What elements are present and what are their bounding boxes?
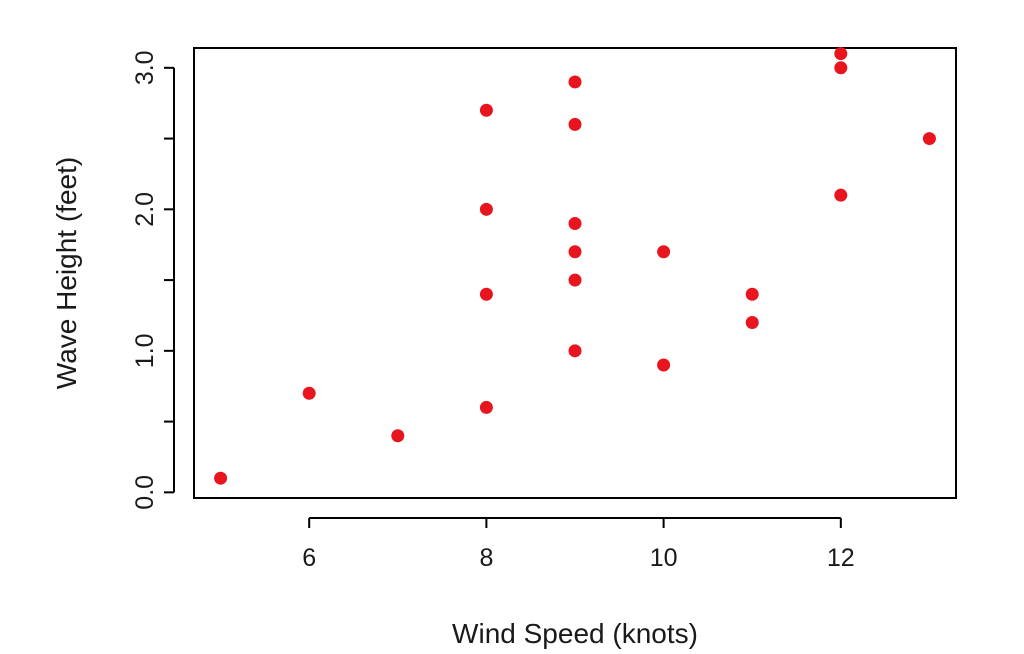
data-point: [922, 132, 936, 146]
x-axis: 6 8 10 12: [302, 517, 855, 572]
x-tick-label: 12: [827, 544, 855, 572]
data-point: [568, 216, 582, 230]
data-point: [479, 287, 493, 301]
data-point: [568, 117, 582, 131]
x-tick-label: 6: [302, 544, 316, 572]
data-point: [834, 188, 848, 202]
y-tick-label: 0.0: [131, 475, 159, 510]
data-point: [479, 202, 493, 216]
data-point: [834, 47, 848, 61]
data-points: [214, 47, 936, 485]
data-point: [214, 471, 228, 485]
data-point: [568, 245, 582, 259]
data-point: [302, 386, 316, 400]
data-point: [568, 75, 582, 89]
y-axis-label: Wave Height (feet): [51, 157, 82, 389]
plot-frame: [193, 47, 957, 499]
x-tick-label: 8: [479, 544, 493, 572]
data-point: [479, 400, 493, 414]
data-point: [391, 429, 405, 443]
data-point: [657, 245, 671, 259]
data-point: [568, 344, 582, 358]
data-point: [568, 273, 582, 287]
y-axis: 0.0 1.0 2.0 3.0: [131, 50, 175, 510]
x-tick-label: 10: [650, 544, 678, 572]
y-tick-label: 1.0: [131, 333, 159, 368]
data-point: [745, 287, 759, 301]
data-point: [657, 358, 671, 372]
data-point: [479, 103, 493, 117]
data-point: [745, 316, 759, 330]
x-axis-label: Wind Speed (knots): [452, 618, 698, 649]
data-point: [834, 61, 848, 75]
y-tick-label: 3.0: [131, 50, 159, 85]
y-tick-label: 2.0: [131, 192, 159, 227]
